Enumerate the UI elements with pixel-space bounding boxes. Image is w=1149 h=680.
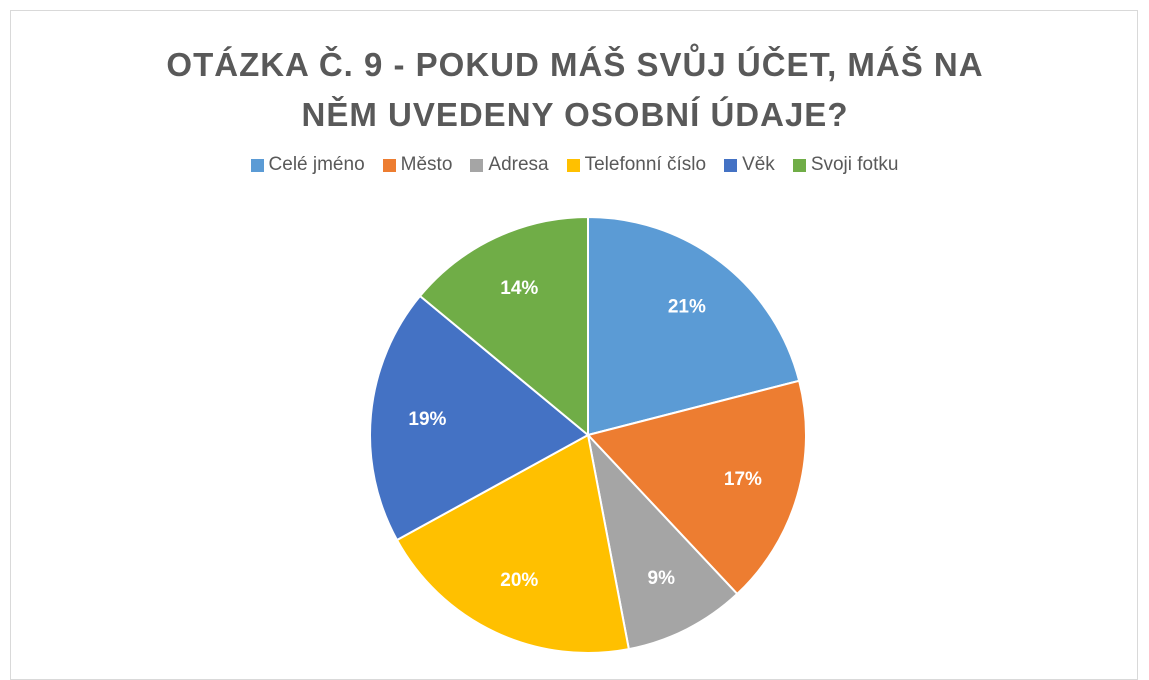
legend-label: Svoji fotku <box>810 154 899 175</box>
legend-item: Svoji fotku <box>792 154 899 176</box>
legend-label: Telefonní číslo <box>584 154 707 175</box>
legend-label: Celé jméno <box>268 154 365 175</box>
pie-slice <box>369 294 590 542</box>
legend-label: Adresa <box>488 154 549 175</box>
legend-item: Adresa <box>470 154 549 176</box>
legend-item: Věk <box>724 154 775 176</box>
legend-label: Věk <box>742 154 775 175</box>
pie-slice <box>586 431 739 651</box>
data-label: 20% <box>500 570 538 591</box>
legend-swatch <box>250 158 264 172</box>
chart-title: OTÁZKA Č. 9 - POKUD MÁŠ SVŮJ ÚČET, MÁŠ N… <box>166 46 984 133</box>
data-label: 19% <box>408 409 446 430</box>
pie-slice <box>395 433 631 654</box>
pie-slice <box>586 379 807 596</box>
pie-slice <box>418 215 589 438</box>
pie-slice <box>587 215 801 437</box>
legend-item: Město <box>382 154 453 176</box>
legend-label: Město <box>400 154 453 175</box>
data-label: 17% <box>724 469 762 490</box>
data-label: 9% <box>648 568 676 589</box>
legend-swatch <box>566 158 580 172</box>
legend-swatch <box>724 158 738 172</box>
legend-swatch <box>792 158 806 172</box>
data-label: 21% <box>668 297 706 318</box>
legend-swatch <box>470 158 484 172</box>
data-label: 14% <box>500 278 538 299</box>
legend-swatch <box>382 158 396 172</box>
legend-item: Telefonní číslo <box>566 154 707 176</box>
legend: Celé jméno Město Adresa Telefonní číslo Věk S… <box>0 154 1149 176</box>
legend-item: Celé jméno <box>250 154 365 176</box>
